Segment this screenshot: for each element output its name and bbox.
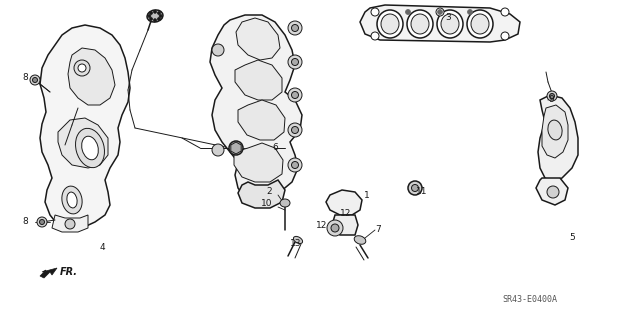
Polygon shape <box>210 15 302 200</box>
Polygon shape <box>52 215 88 232</box>
Circle shape <box>467 10 472 14</box>
Circle shape <box>412 184 419 191</box>
Circle shape <box>501 32 509 40</box>
Text: SR43-E0400A: SR43-E0400A <box>502 295 557 305</box>
Ellipse shape <box>147 10 163 22</box>
Polygon shape <box>360 5 520 42</box>
Text: 3: 3 <box>445 13 451 23</box>
Circle shape <box>37 217 47 227</box>
Ellipse shape <box>354 236 366 244</box>
Circle shape <box>547 91 557 101</box>
Circle shape <box>150 18 152 20</box>
Text: 12: 12 <box>316 220 328 229</box>
Polygon shape <box>332 215 358 235</box>
Polygon shape <box>538 95 578 182</box>
Text: 10: 10 <box>260 199 272 209</box>
Circle shape <box>154 19 157 22</box>
Text: 5: 5 <box>569 234 575 242</box>
Circle shape <box>150 11 152 15</box>
Circle shape <box>157 18 161 20</box>
Text: 12: 12 <box>340 209 351 218</box>
Polygon shape <box>536 178 568 205</box>
Circle shape <box>291 58 298 65</box>
Polygon shape <box>326 190 362 215</box>
Ellipse shape <box>411 14 429 34</box>
Text: 11: 11 <box>416 188 428 197</box>
Circle shape <box>33 78 38 83</box>
Text: 13: 13 <box>291 239 301 248</box>
Circle shape <box>327 220 343 236</box>
Polygon shape <box>68 48 115 105</box>
Circle shape <box>438 10 442 14</box>
Text: FR.: FR. <box>60 267 78 277</box>
Polygon shape <box>236 18 280 60</box>
Text: 1: 1 <box>364 191 370 201</box>
Circle shape <box>288 21 302 35</box>
Circle shape <box>288 158 302 172</box>
Circle shape <box>65 219 75 229</box>
Ellipse shape <box>280 199 290 207</box>
Circle shape <box>291 161 298 168</box>
Circle shape <box>30 75 40 85</box>
Text: 8: 8 <box>22 218 28 226</box>
Circle shape <box>288 88 302 102</box>
Ellipse shape <box>467 10 493 38</box>
Text: 6: 6 <box>272 143 278 152</box>
Circle shape <box>229 141 243 155</box>
Ellipse shape <box>437 10 463 38</box>
Circle shape <box>331 224 339 232</box>
Polygon shape <box>238 100 285 140</box>
Text: 7: 7 <box>375 226 381 234</box>
Circle shape <box>154 10 157 13</box>
Circle shape <box>436 8 444 16</box>
Text: 4: 4 <box>99 243 105 253</box>
Circle shape <box>501 8 509 16</box>
Circle shape <box>212 144 224 156</box>
Ellipse shape <box>441 14 459 34</box>
Ellipse shape <box>62 186 82 214</box>
Ellipse shape <box>377 10 403 38</box>
Ellipse shape <box>407 10 433 38</box>
Circle shape <box>288 123 302 137</box>
Circle shape <box>78 64 86 72</box>
Ellipse shape <box>293 236 303 244</box>
Polygon shape <box>40 25 130 230</box>
Text: 9: 9 <box>548 95 554 105</box>
Circle shape <box>408 181 422 195</box>
Circle shape <box>406 10 410 14</box>
Circle shape <box>371 8 379 16</box>
Polygon shape <box>40 268 57 278</box>
Ellipse shape <box>548 120 562 140</box>
Circle shape <box>212 44 224 56</box>
Polygon shape <box>58 118 108 168</box>
Circle shape <box>157 11 161 15</box>
Circle shape <box>74 60 90 76</box>
Circle shape <box>291 92 298 99</box>
Circle shape <box>547 186 559 198</box>
Polygon shape <box>542 105 568 158</box>
Ellipse shape <box>76 128 104 168</box>
Ellipse shape <box>67 192 77 208</box>
Polygon shape <box>234 143 283 182</box>
Circle shape <box>291 127 298 133</box>
Circle shape <box>371 32 379 40</box>
Text: 2: 2 <box>266 188 272 197</box>
Ellipse shape <box>471 14 489 34</box>
Ellipse shape <box>381 14 399 34</box>
Polygon shape <box>231 142 241 154</box>
Circle shape <box>288 55 302 69</box>
Text: 8: 8 <box>22 73 28 83</box>
Polygon shape <box>238 180 285 208</box>
Circle shape <box>550 93 554 99</box>
Ellipse shape <box>82 136 99 160</box>
Circle shape <box>40 219 45 225</box>
Polygon shape <box>235 60 282 100</box>
Circle shape <box>148 14 151 18</box>
Circle shape <box>291 25 298 32</box>
Circle shape <box>159 14 162 18</box>
